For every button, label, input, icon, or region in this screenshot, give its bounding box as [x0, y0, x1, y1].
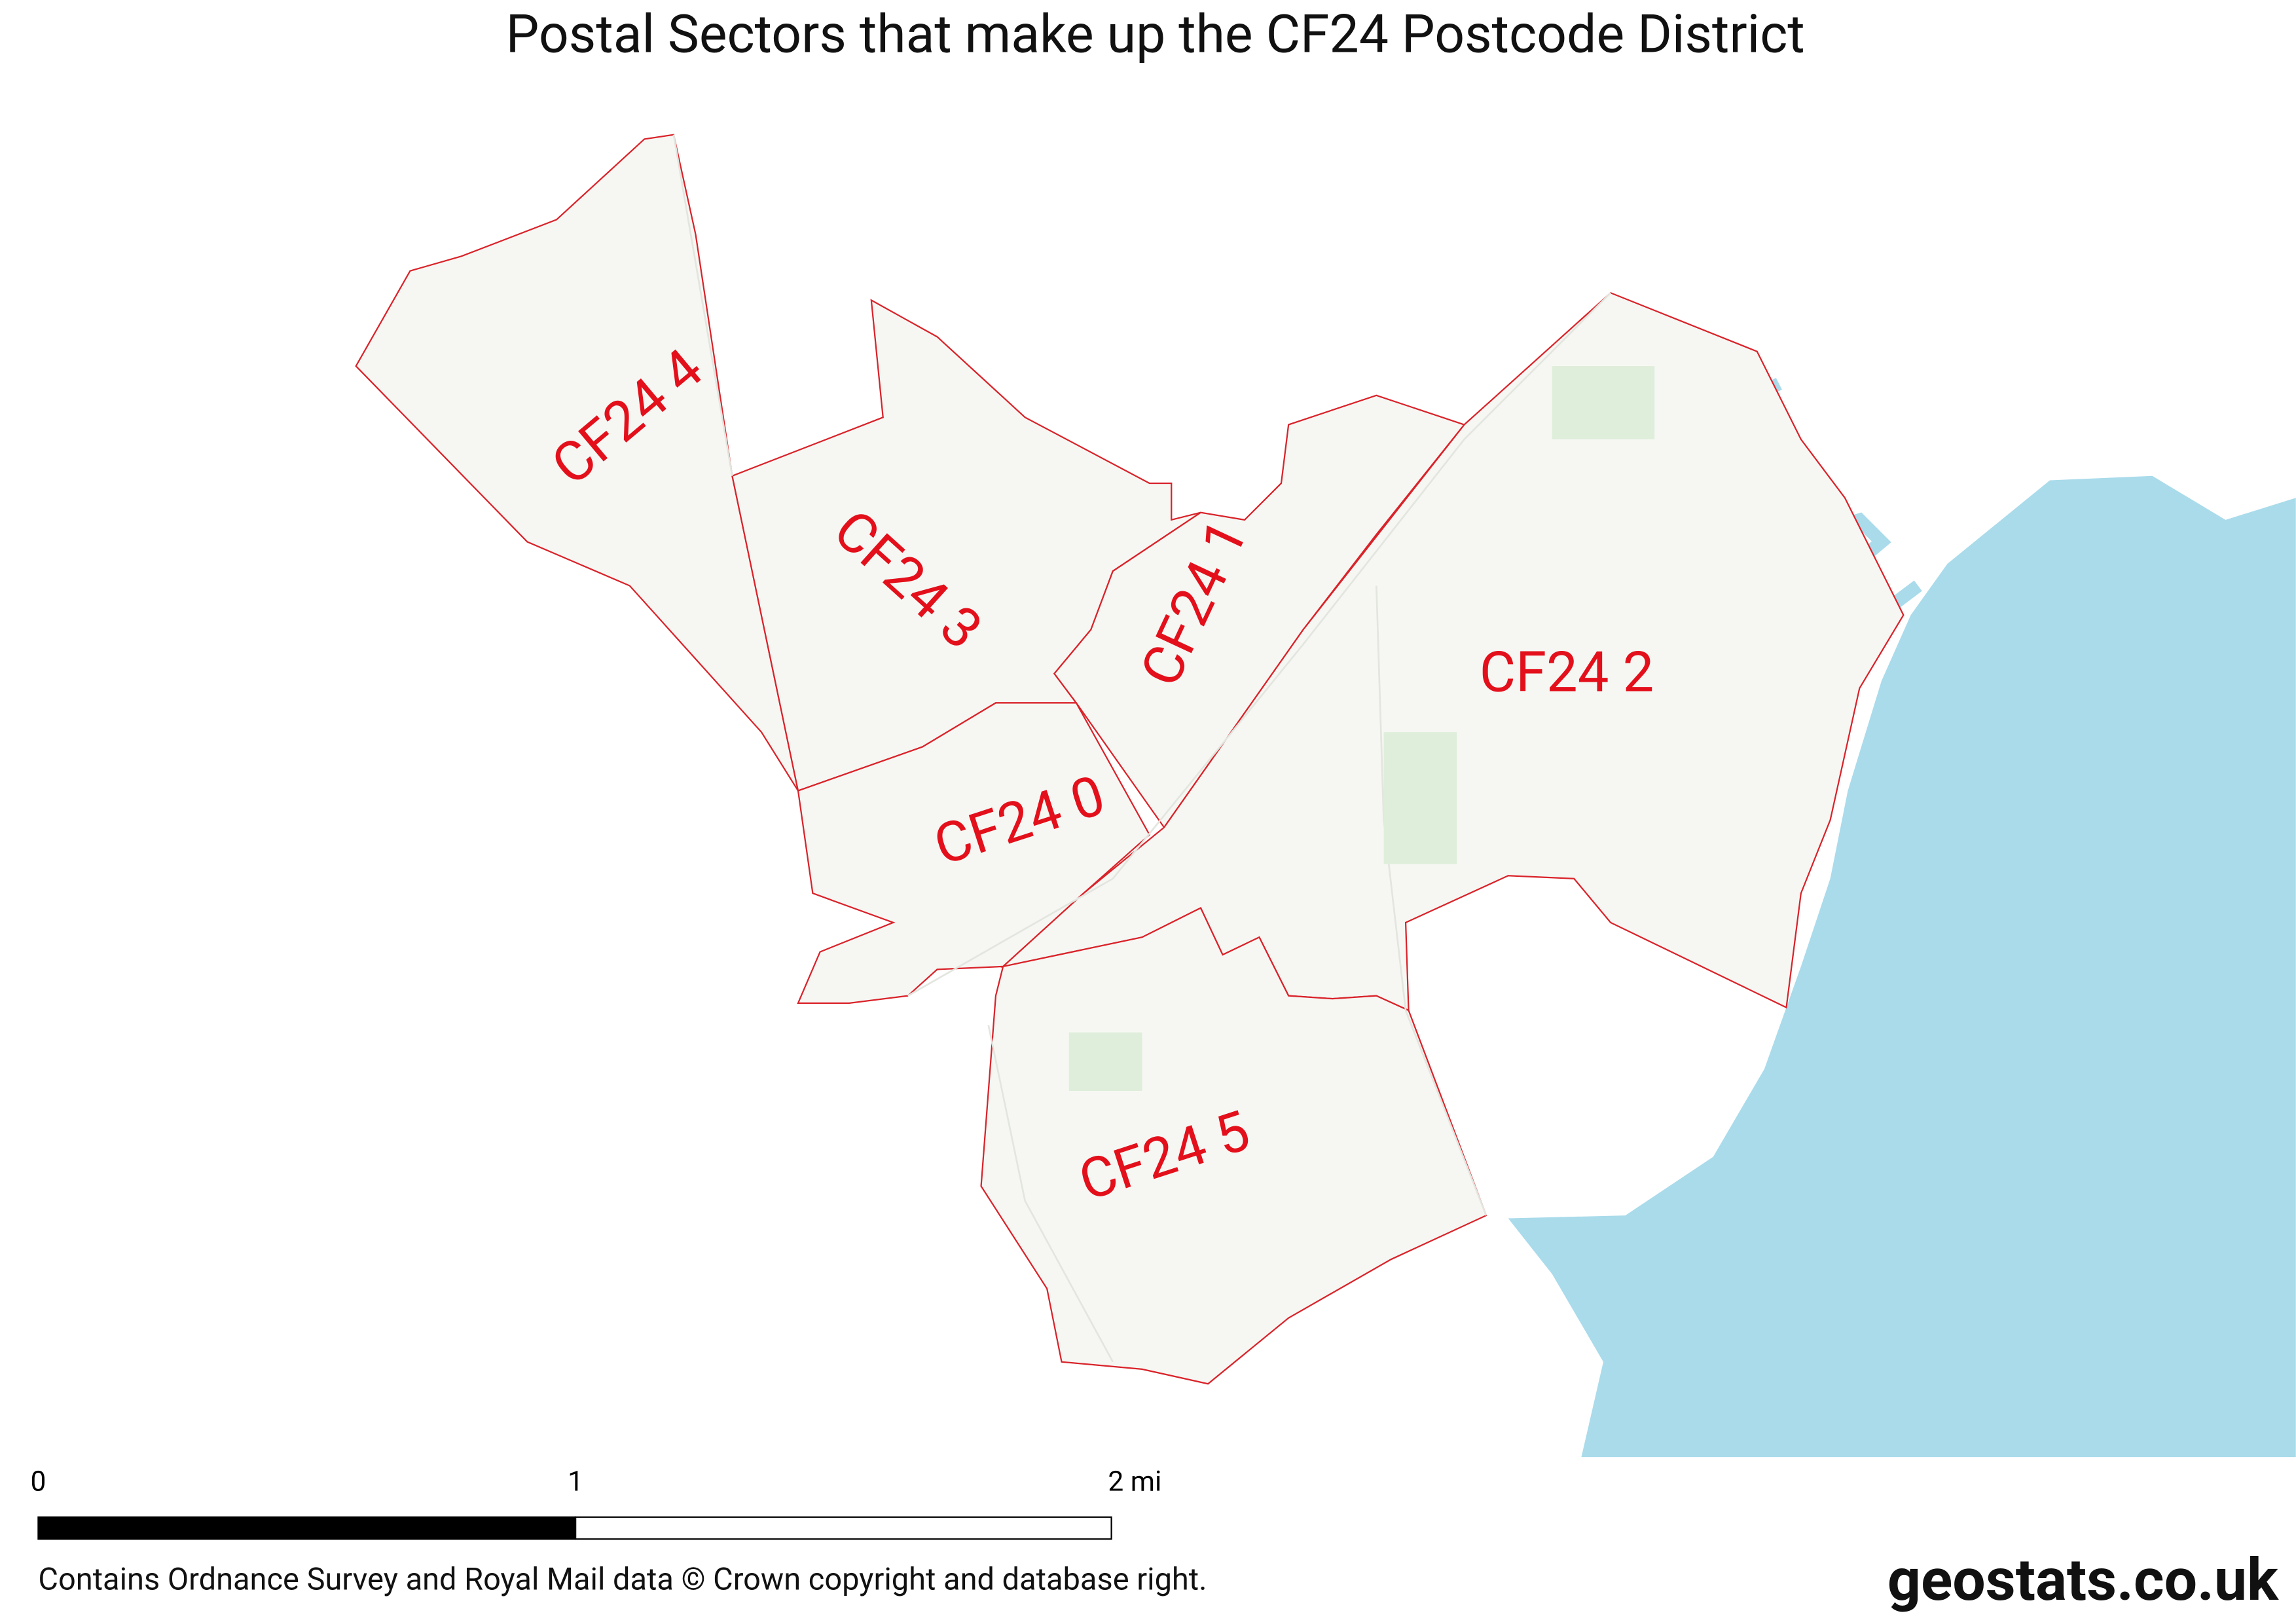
sectors [355, 134, 1904, 1385]
attribution: Contains Ordnance Survey and Royal Mail … [38, 1562, 1207, 1598]
park [1552, 366, 1655, 439]
road [672, 134, 733, 477]
sector-area [797, 702, 1151, 1004]
road [1376, 585, 1487, 1216]
scale-segment [575, 1516, 1112, 1540]
sector-label: CF24 2 [1480, 640, 1654, 705]
scale-label: 1 [568, 1466, 583, 1498]
brand: geostats.co.uk [1887, 1545, 2279, 1614]
railway [907, 292, 1612, 997]
map-title: Postal Sectors that make up the CF24 Pos… [506, 3, 1805, 65]
scale-label: 2 mi [1108, 1466, 1161, 1498]
scale-segment [37, 1516, 577, 1540]
sea [1508, 475, 2296, 1458]
sector-area [355, 134, 799, 792]
park [1383, 732, 1457, 864]
scale-label: 0 [30, 1466, 46, 1498]
roads [672, 134, 1655, 1363]
road [987, 1025, 1114, 1363]
scale-bar: 0 1 2 mi [30, 1466, 1161, 1540]
park [1068, 1032, 1142, 1092]
